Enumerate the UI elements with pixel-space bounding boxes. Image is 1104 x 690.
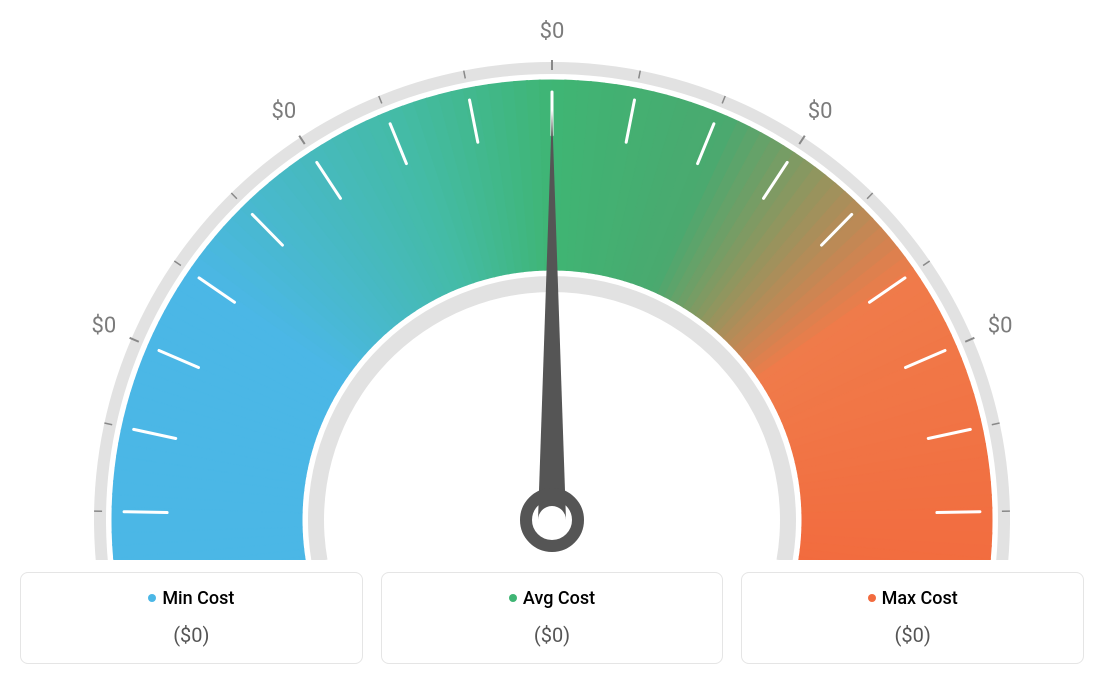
legend-card-min: Min Cost ($0) <box>20 572 363 664</box>
svg-text:$0: $0 <box>92 314 117 339</box>
legend-value-avg: ($0) <box>394 623 711 647</box>
legend-card-avg: Avg Cost ($0) <box>381 572 724 664</box>
legend-dot-avg <box>509 594 517 602</box>
legend-dot-min <box>148 594 156 602</box>
legend-label-max: Max Cost <box>882 588 958 609</box>
svg-text:$0: $0 <box>808 99 833 124</box>
svg-text:$0: $0 <box>988 314 1013 339</box>
svg-text:$0: $0 <box>540 20 565 44</box>
cost-gauge-chart: $0$0$0$0$0$0$0 <box>20 20 1084 560</box>
legend-card-max: Max Cost ($0) <box>741 572 1084 664</box>
legend-dot-max <box>868 594 876 602</box>
legend-value-min: ($0) <box>33 623 350 647</box>
legend-value-max: ($0) <box>754 623 1071 647</box>
gauge-svg: $0$0$0$0$0$0$0 <box>20 20 1084 560</box>
svg-text:$0: $0 <box>271 99 296 124</box>
legend-label-min: Min Cost <box>162 588 234 609</box>
legend-label-avg: Avg Cost <box>523 588 595 609</box>
legend-row: Min Cost ($0) Avg Cost ($0) Max Cost ($0… <box>20 572 1084 664</box>
